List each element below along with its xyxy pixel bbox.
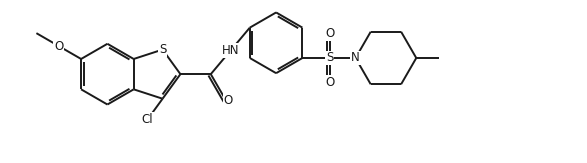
Text: HN: HN bbox=[221, 44, 239, 57]
Text: S: S bbox=[326, 52, 333, 65]
Text: O: O bbox=[325, 27, 335, 40]
Text: Cl: Cl bbox=[141, 113, 153, 126]
Text: S: S bbox=[159, 43, 166, 56]
Text: O: O bbox=[54, 40, 63, 53]
Text: N: N bbox=[351, 52, 360, 65]
Text: O: O bbox=[224, 94, 233, 107]
Text: O: O bbox=[325, 76, 335, 89]
